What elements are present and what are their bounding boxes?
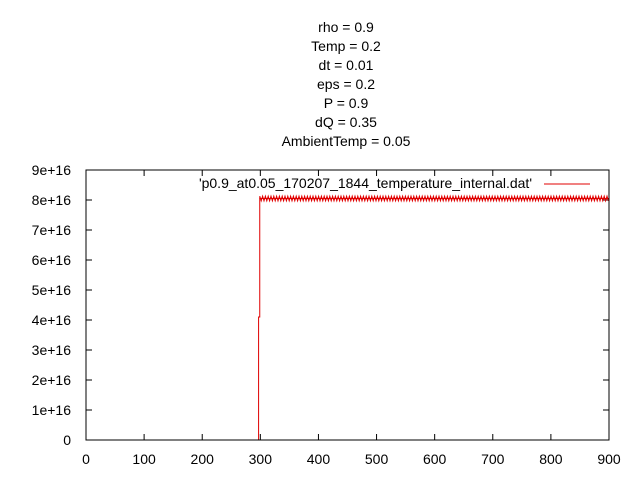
title-line-eps: eps = 0.2 [317, 76, 375, 92]
y-tick-label: 1e+16 [32, 402, 72, 418]
x-tick-label: 600 [423, 451, 447, 467]
series-oscillation [259, 194, 609, 203]
x-tick-label: 0 [82, 451, 90, 467]
y-tick-label: 7e+16 [32, 222, 72, 238]
title-line-rho: rho = 0.9 [318, 19, 374, 35]
x-tick-label: 100 [132, 451, 156, 467]
y-tick-label: 9e+16 [32, 162, 72, 178]
x-tick-label: 900 [597, 451, 621, 467]
title-line-dt: dt = 0.01 [319, 57, 374, 73]
title-line-dq: dQ = 0.35 [315, 114, 377, 130]
y-tick-label: 8e+16 [32, 192, 72, 208]
y-tick-label: 5e+16 [32, 282, 72, 298]
y-tick-label: 0 [63, 432, 71, 448]
y-tick-label: 2e+16 [32, 372, 72, 388]
y-tick-label: 6e+16 [32, 252, 72, 268]
chart-title: rho = 0.9 Temp = 0.2 dt = 0.01 eps = 0.2… [282, 19, 411, 149]
y-tick-label: 4e+16 [32, 312, 72, 328]
title-line-temp: Temp = 0.2 [311, 38, 381, 54]
x-tick-label: 700 [481, 451, 505, 467]
y-axis-ticks: 0 1e+16 2e+16 3e+16 4e+16 5e+16 6e+16 7e+16 8e+1… [32, 162, 609, 448]
series-line [258, 198, 609, 440]
title-line-ambient-temp: AmbientTemp = 0.05 [282, 133, 411, 149]
legend: 'p0.9_at0.05_170207_1844_temperature_int… [199, 175, 590, 191]
x-tick-label: 200 [191, 451, 215, 467]
y-tick-label: 3e+16 [32, 342, 72, 358]
x-tick-label: 500 [365, 451, 389, 467]
x-axis-ticks: 0 100 200 300 400 500 600 700 800 900 [82, 170, 621, 467]
plot-frame [85, 169, 610, 441]
title-line-p: P = 0.9 [324, 95, 369, 111]
data-series [258, 194, 609, 440]
x-tick-label: 400 [307, 451, 331, 467]
x-tick-label: 800 [539, 451, 563, 467]
x-tick-label: 300 [249, 451, 273, 467]
legend-label: 'p0.9_at0.05_170207_1844_temperature_int… [199, 175, 532, 191]
